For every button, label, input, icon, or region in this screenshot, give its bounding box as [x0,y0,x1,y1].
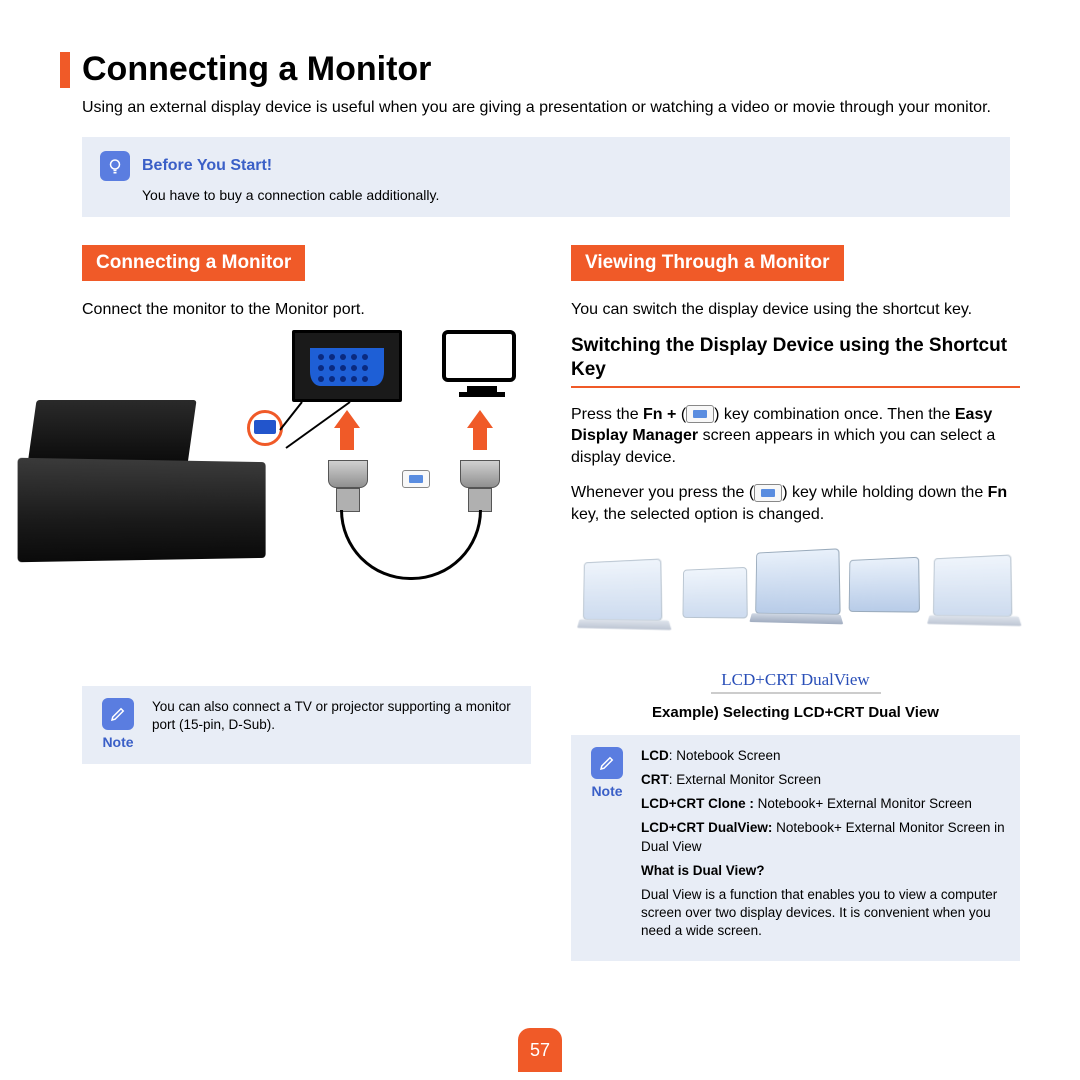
dualview-answer: Dual View is a function that enables you… [641,886,1006,941]
right-note-body: LCD: Notebook Screen CRT: External Monit… [641,747,1006,947]
fn-key-icon [402,470,430,488]
right-note-box: Note LCD: Notebook Screen CRT: External … [571,735,1020,961]
device-icon [755,548,840,615]
right-intro-text: You can switch the display device using … [571,299,1020,321]
example-caption: Example) Selecting LCD+CRT Dual View [571,704,1020,721]
title-row: Connecting a Monitor [60,50,1020,89]
before-text: You have to buy a connection cable addit… [142,187,992,203]
term-dualview: LCD+CRT DualView: [641,820,772,835]
term-crt: CRT [641,772,669,787]
laptop-illustration [22,460,272,610]
vga-pins [318,354,370,384]
right-column: Viewing Through a Monitor You can switch… [571,245,1020,961]
vga-plug-icon [460,460,500,512]
cable-icon [340,510,482,580]
note-label: Note [96,734,140,750]
device-icon [933,554,1012,616]
text-fragment: : External Monitor Screen [669,772,821,787]
dualview-question: What is Dual View? [641,863,765,878]
heading-rule [571,386,1020,388]
text-fragment: key while holding down the [788,484,988,501]
device-icon [849,556,920,612]
left-note-box: Note You can also connect a TV or projec… [82,686,531,764]
connection-diagram [82,340,531,660]
fn-key-label: Fn [988,484,1008,501]
display-modes-illustration [571,540,1020,670]
pencil-icon [591,747,623,779]
text-fragment: Whenever you press the [571,484,749,501]
display-key-icon [754,484,782,502]
modes-caption: LCD+CRT DualView [571,670,1020,690]
note-label: Note [585,783,629,799]
fn-key-label: Fn + [643,406,681,423]
vga-plug-icon [328,460,368,512]
page-title: Connecting a Monitor [82,50,431,89]
left-body-text: Connect the monitor to the Monitor port. [82,299,531,321]
device-icon [682,567,747,619]
before-heading: Before You Start! [142,157,272,175]
device-icon [583,558,662,620]
text-fragment: Press the [571,406,643,423]
right-subheading: Switching the Display Device using the S… [571,334,1020,382]
page-number: 57 [518,1028,562,1072]
title-accent-bar [60,52,70,88]
text-fragment: key, the selected option is changed. [571,506,824,523]
left-column: Connecting a Monitor Connect the monitor… [82,245,531,961]
right-section-badge: Viewing Through a Monitor [571,245,844,281]
text-fragment: : Notebook Screen [669,748,781,763]
lightbulb-icon [100,151,130,181]
display-key-icon [686,405,714,423]
left-note-text: You can also connect a TV or projector s… [152,698,517,750]
pencil-icon [102,698,134,730]
arrow-up-icon [467,410,493,450]
term-clone: LCD+CRT Clone : [641,796,754,811]
term-lcd: LCD [641,748,669,763]
left-section-badge: Connecting a Monitor [82,245,305,281]
modes-underline [711,692,881,694]
text-fragment: Notebook+ External Monitor Screen [754,796,972,811]
before-you-start-box: Before You Start! You have to buy a conn… [82,137,1010,217]
monitor-icon [442,330,522,400]
text-fragment: key combination once. Then the [719,406,954,423]
arrow-up-icon [334,410,360,450]
right-para-2: Whenever you press the () key while hold… [571,482,1020,525]
right-para-1: Press the Fn + () key combination once. … [571,404,1020,469]
intro-text: Using an external display device is usef… [82,97,1020,119]
